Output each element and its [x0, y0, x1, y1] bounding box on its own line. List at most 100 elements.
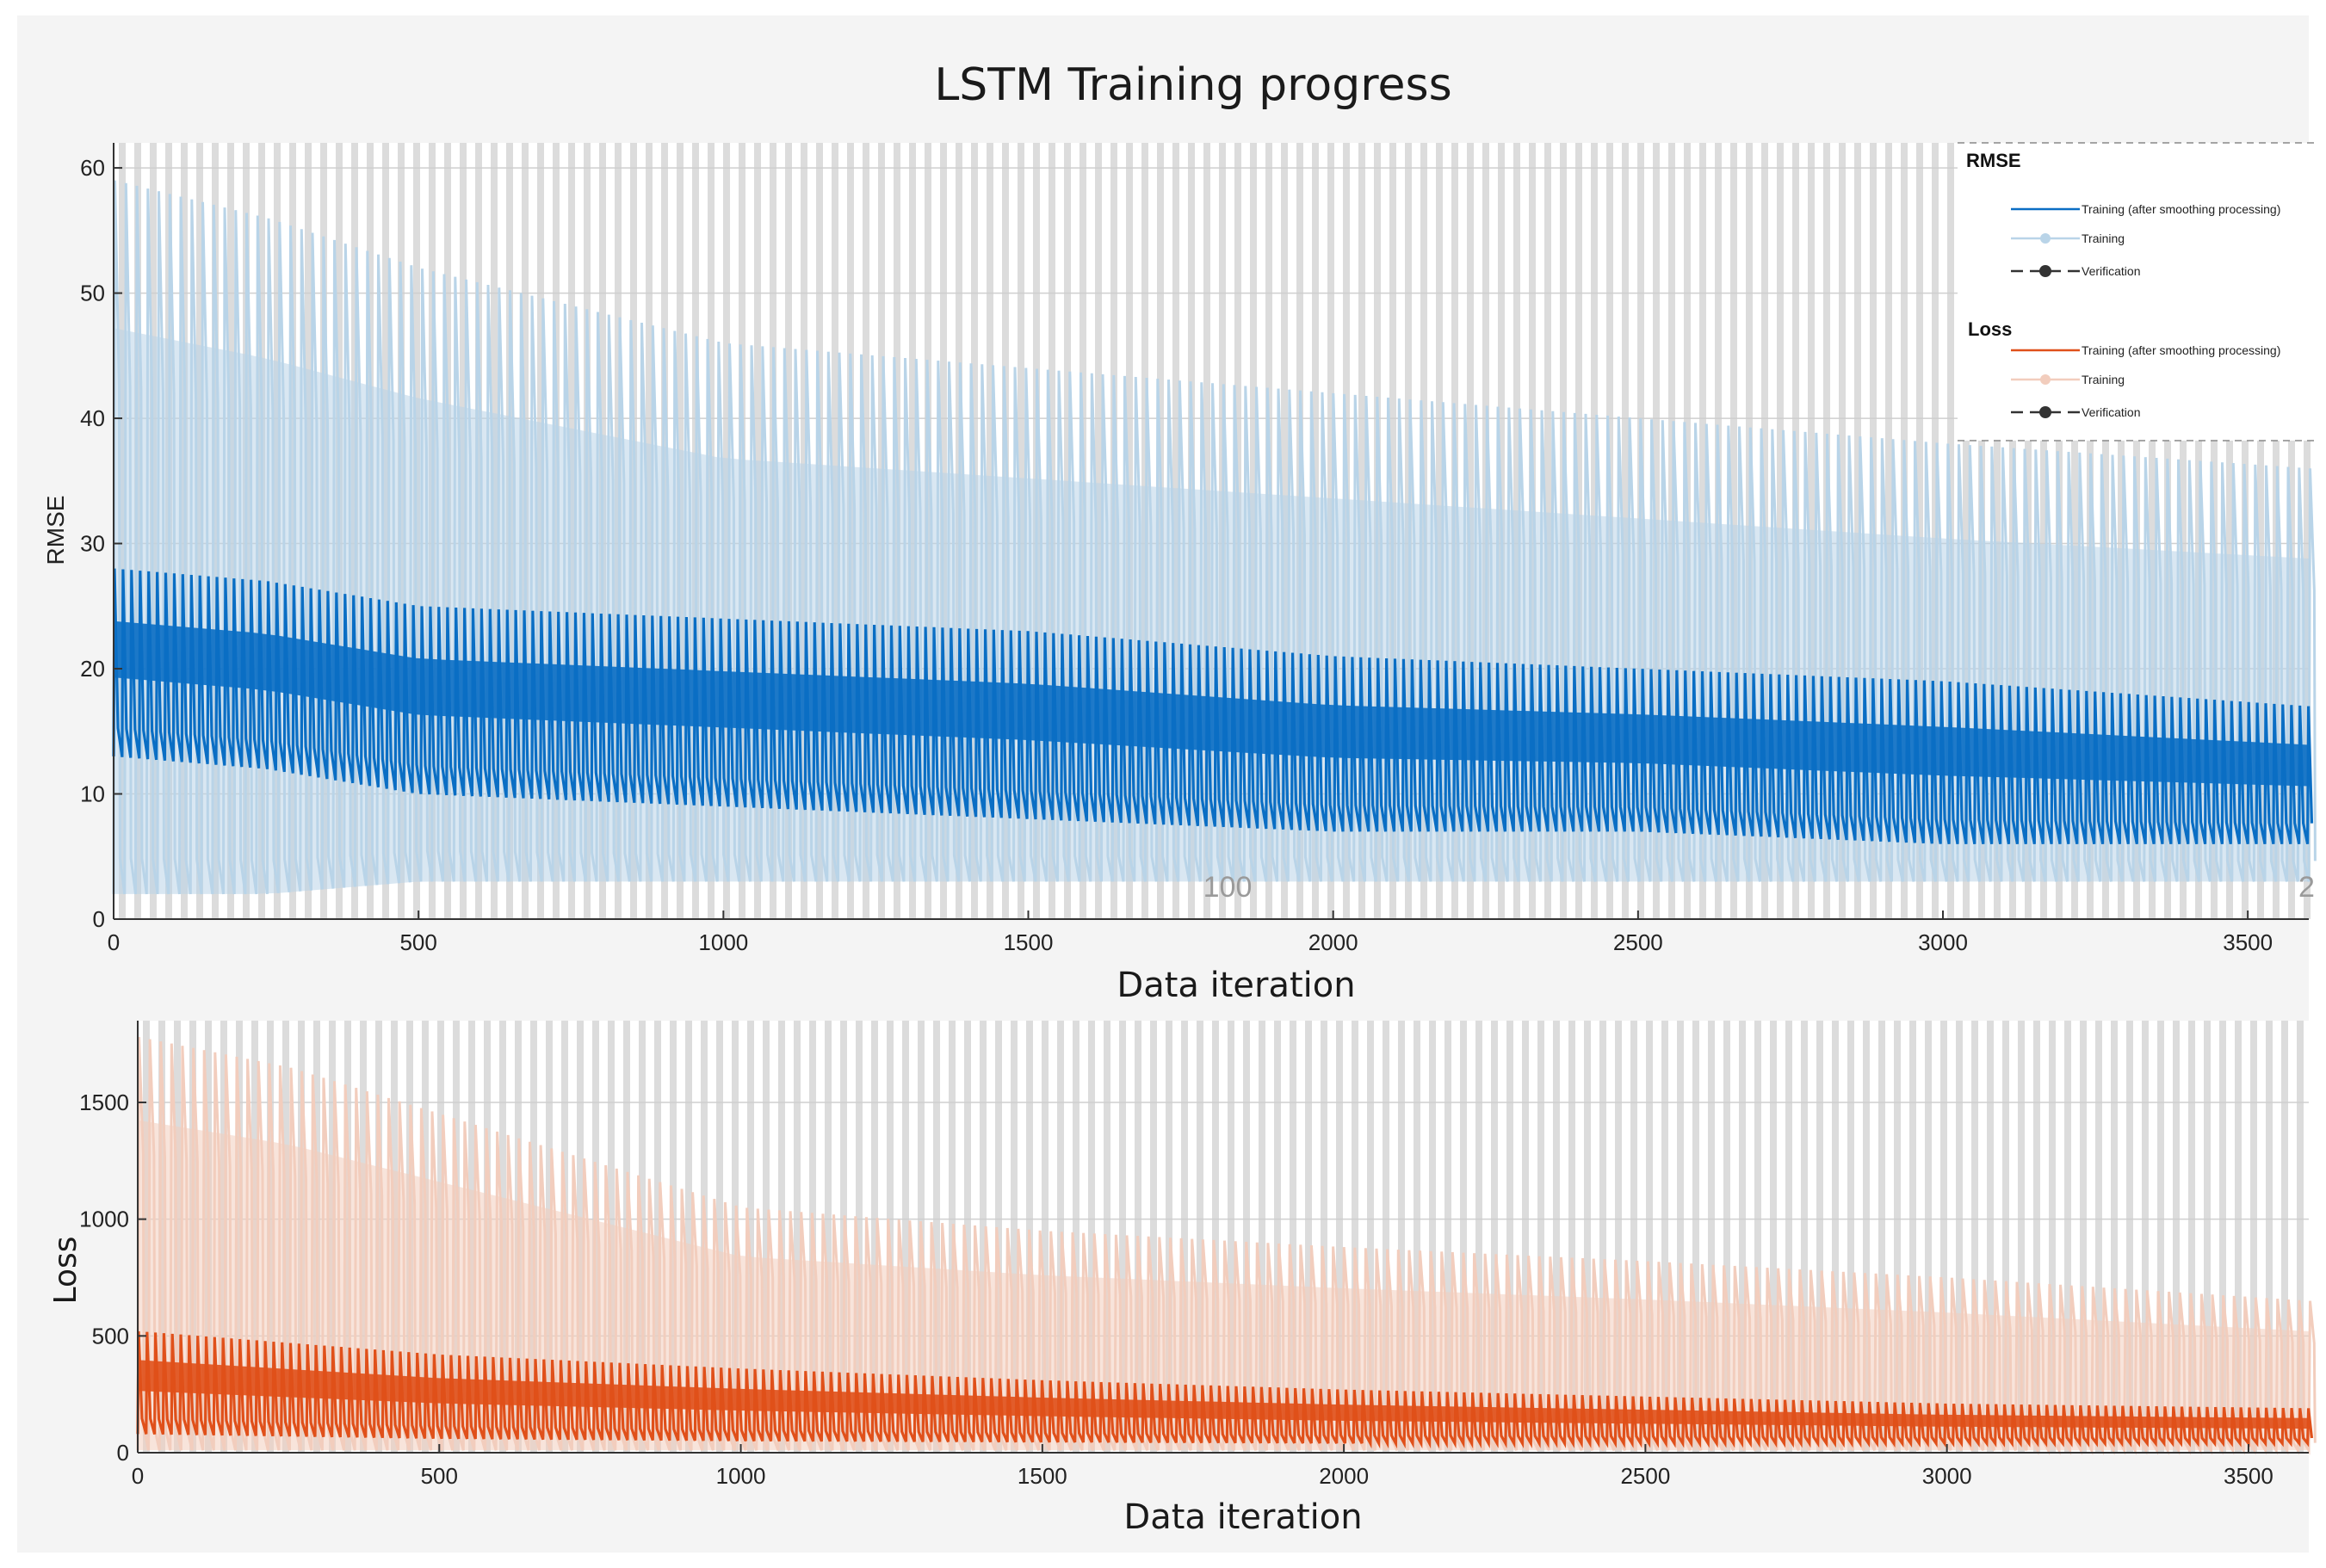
loss-epoch-stripe — [1646, 1021, 1653, 1453]
loss-epoch-stripe — [1739, 1021, 1746, 1453]
rmse-epoch-stripe — [1994, 143, 2001, 919]
rmse-y-tick-label-0: 0 — [93, 906, 105, 932]
loss-epoch-stripe — [2204, 1021, 2211, 1453]
loss-epoch-stripe — [856, 1021, 863, 1453]
loss-epoch-stripe — [1398, 1021, 1405, 1453]
rmse-training-smooth-line — [112, 568, 2314, 845]
loss-epoch-stripe — [1909, 1021, 1916, 1453]
loss-plot: 0 500 1000 1500 0 500 1000 1500 2000 2500 3000 3500 — [79, 1021, 2317, 1489]
rmse-x-tick-label-0: 0 — [108, 929, 120, 955]
legend-heading-rmse: RMSE — [1966, 150, 2021, 171]
epoch-annotation-2: 2 — [2298, 871, 2315, 904]
rmse-epoch-stripe — [2071, 143, 2078, 919]
loss-epoch-stripe — [1429, 1021, 1436, 1453]
legend-label-rmse-raw: Training — [2082, 231, 2125, 245]
loss-epoch-stripe — [964, 1021, 971, 1453]
loss-epoch-stripe — [1537, 1021, 1544, 1453]
loss-epoch-stripe — [871, 1021, 878, 1453]
loss-training-smooth-line — [136, 1330, 2314, 1449]
loss-epoch-stripe — [1677, 1021, 1684, 1453]
loss-epoch-stripe — [825, 1021, 832, 1453]
loss-epoch-stripe — [1692, 1021, 1699, 1453]
loss-epoch-stripe — [1708, 1021, 1715, 1453]
loss-epoch-stripe — [1987, 1021, 1994, 1453]
rmse-epoch-stripe — [2102, 143, 2109, 919]
loss-epoch-stripe — [1166, 1021, 1172, 1453]
loss-y-tick-label-1000: 1000 — [79, 1207, 129, 1232]
loss-epoch-stripe — [1181, 1021, 1188, 1453]
loss-epoch-stripe — [2018, 1021, 2025, 1453]
loss-epoch-stripe — [1305, 1021, 1312, 1453]
loss-epoch-stripe — [1119, 1021, 1126, 1453]
rmse-y-tick-label-40: 40 — [80, 405, 105, 431]
rmse-x-tick-label-2000: 2000 — [1308, 929, 1358, 955]
legend-marker-rmse-raw — [2040, 233, 2051, 244]
loss-epoch-stripe — [2142, 1021, 2149, 1453]
loss-epoch-stripe — [1940, 1021, 1947, 1453]
rmse-x-label: Data iteration — [1117, 966, 1355, 1005]
loss-epoch-stripe — [1212, 1021, 1219, 1453]
loss-epoch-stripe — [1088, 1021, 1095, 1453]
loss-x-tick-label-2000: 2000 — [1319, 1463, 1369, 1489]
loss-epoch-stripe — [2033, 1021, 2040, 1453]
loss-epoch-stripe — [763, 1021, 770, 1453]
loss-epoch-stripe — [1104, 1021, 1110, 1453]
loss-epoch-stripe — [1491, 1021, 1498, 1453]
rmse-epoch-stripe — [1963, 143, 1970, 919]
rmse-x-tick-label-2500: 2500 — [1613, 929, 1663, 955]
loss-epoch-stripe — [1367, 1021, 1374, 1453]
legend: RMSE Training (after smoothing processin… — [1958, 142, 2314, 441]
loss-training-raw-band — [138, 1120, 2309, 1451]
legend-heading-loss: Loss — [1968, 318, 2012, 340]
rmse-epoch-stripe — [2180, 143, 2187, 919]
rmse-y-tick-label-10: 10 — [80, 781, 105, 807]
loss-epoch-stripe — [1073, 1021, 1079, 1453]
rmse-x-tick-label-3000: 3000 — [1918, 929, 1968, 955]
loss-epoch-stripe — [1414, 1021, 1420, 1453]
loss-epoch-stripe — [2157, 1021, 2164, 1453]
rmse-x-tick-label-1500: 1500 — [1004, 929, 1054, 955]
loss-training-smooth-core — [138, 1360, 2309, 1429]
loss-epoch-stripe — [2064, 1021, 2071, 1453]
chart-title: LSTM Training progress — [934, 59, 1451, 111]
loss-epoch-stripe — [1723, 1021, 1730, 1453]
loss-epoch-stripe — [980, 1021, 987, 1453]
rmse-epoch-stripe — [1854, 143, 1861, 919]
loss-x-label: Data iteration — [1123, 1497, 1362, 1537]
loss-epoch-stripe — [1615, 1021, 1622, 1453]
loss-epoch-stripe — [716, 1021, 723, 1453]
loss-epoch-stripe — [747, 1021, 754, 1453]
loss-epoch-stripe — [2219, 1021, 2226, 1453]
loss-x-tick-label-3000: 3000 — [1922, 1463, 1972, 1489]
loss-epoch-stripe — [1197, 1021, 1203, 1453]
rmse-epoch-stripe — [1916, 143, 1923, 919]
loss-epoch-stripe — [794, 1021, 801, 1453]
legend-label-rmse-smooth: Training (after smoothing processing) — [2082, 202, 2280, 216]
loss-epoch-stripe — [1785, 1021, 1792, 1453]
loss-training-raw — [136, 1036, 2317, 1456]
loss-epoch-stripe — [933, 1021, 940, 1453]
rmse-epoch-stripe — [2195, 143, 2202, 919]
loss-epoch-stripe — [1228, 1021, 1234, 1453]
loss-y-label: Loss — [48, 1237, 84, 1305]
loss-epoch-stripe — [1506, 1021, 1513, 1453]
loss-epoch-stripe — [2173, 1021, 2180, 1453]
legend-marker-loss-verification — [2039, 406, 2051, 418]
loss-epoch-stripe — [2188, 1021, 2195, 1453]
loss-epoch-stripe — [1011, 1021, 1018, 1453]
loss-epoch-stripe — [2297, 1021, 2304, 1453]
loss-epoch-stripe — [2266, 1021, 2273, 1453]
loss-epoch-stripe — [2095, 1021, 2102, 1453]
loss-x-tick-label-0: 0 — [132, 1463, 144, 1489]
loss-epoch-stripe — [1150, 1021, 1157, 1453]
rmse-training-smooth-core — [114, 620, 2309, 787]
loss-epoch-stripe — [1801, 1021, 1808, 1453]
loss-x-tick-label-2500: 2500 — [1620, 1463, 1670, 1489]
legend-label-loss-verification: Verification — [2082, 405, 2140, 419]
rmse-y-tick-label-60: 60 — [80, 155, 105, 181]
loss-epoch-stripe — [1630, 1021, 1637, 1453]
loss-epoch-stripe — [1568, 1021, 1575, 1453]
loss-x-tick-label-500: 500 — [421, 1463, 458, 1489]
loss-epoch-stripe — [1832, 1021, 1839, 1453]
